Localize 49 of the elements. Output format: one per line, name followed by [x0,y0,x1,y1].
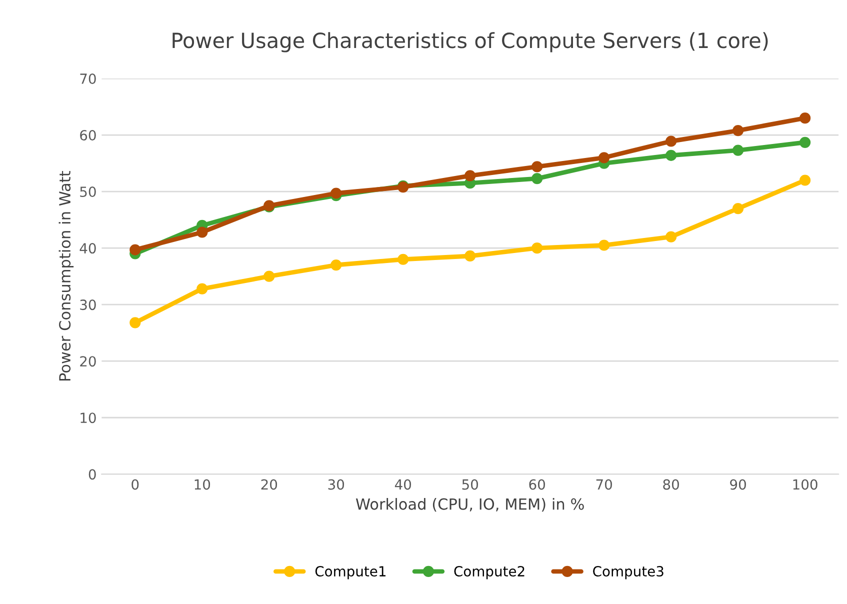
point [464,250,476,262]
x-tick-label: 100 [793,479,818,490]
y-tick-label: 70 [80,73,96,84]
point [196,226,208,238]
y-tick-label: 50 [80,186,96,198]
x-tick-label: 30 [328,479,344,490]
chart-title: Power Usage Characteristics of Compute Servers (1 core) [172,32,768,52]
y-axis-title: Power Consumption in Watt [58,171,74,380]
point [598,240,610,251]
x-tick-label: 70 [596,479,612,490]
legend-label: Compute2 [454,566,524,580]
x-tick-label: 80 [663,479,679,490]
x-tick-label: 40 [394,479,412,490]
x-tick-label: 10 [194,479,210,490]
legend-label: Compute3 [593,566,664,580]
x-tick-label: 20 [261,479,278,490]
x-tick-label: 90 [730,479,746,490]
point [732,202,744,214]
point [598,152,610,164]
x-axis-title: Workload (CPU, IO, MEM) in % [356,498,584,512]
y-tick-label: 30 [80,300,96,310]
point [264,270,275,282]
point [532,161,543,172]
x-tick-label: 50 [462,479,478,490]
point [532,173,543,184]
point [196,283,208,294]
y-tick-label: 40 [80,243,96,254]
point [130,317,141,328]
point [532,242,543,254]
point [464,170,476,182]
point [330,259,342,271]
point [330,188,342,199]
y-tick-label: 10 [80,412,96,424]
point [666,150,677,161]
y-tick-label: 0 [88,469,96,480]
point [398,254,409,265]
point [799,174,811,186]
y-tick-label: 20 [80,356,96,367]
x-tick-label: 0 [132,479,139,490]
y-tick-label: 60 [80,130,96,141]
point [799,136,811,148]
legend-label: Compute1 [315,566,386,580]
point [666,231,677,242]
point [732,124,744,136]
point [130,244,141,256]
x-tick-label: 60 [529,479,545,490]
point [732,144,744,156]
point [666,136,677,147]
point [799,112,811,124]
